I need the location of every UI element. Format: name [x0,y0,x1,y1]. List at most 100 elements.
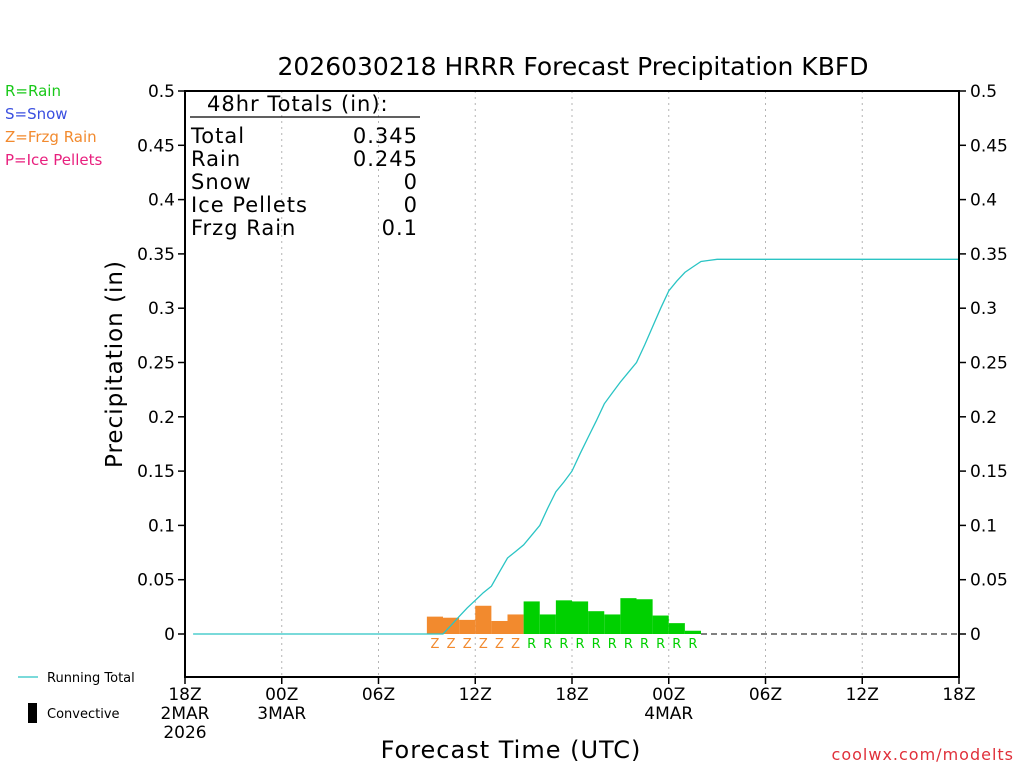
y-tick-label-right: 0.15 [970,462,1008,482]
y-tick-label-right: 0.3 [970,299,997,319]
hourly-bar [539,614,556,634]
totals-box: 48hr Totals (in): Total 0.345 Rain 0.245 Sno… [190,92,420,240]
hourly-bar [572,601,589,634]
totals-row-label: Ice Pellets [191,193,308,217]
y-axis-label: Precipitation (in) [102,260,128,468]
footer-legend: Running Total Convective [18,671,135,723]
legend-item: S=Snow [5,105,68,123]
totals-row-label: Snow [191,170,252,194]
x-tick-date: 4MAR [644,704,693,724]
hourly-bar [459,619,476,634]
precip-type-marker: R [576,637,585,652]
running-total-label: Running Total [47,671,135,686]
precip-type-marker: Z [495,637,504,652]
precip-type-marker: R [608,637,617,652]
y-tick-label-left: 0.15 [137,462,175,482]
totals-row-label: Frzg Rain [191,216,296,240]
y-tick-label-right: 0 [970,625,981,645]
y-tick-label-left: 0.45 [137,136,175,156]
y-axis-ticks: 0 0 0.05 0.05 0.1 0.1 0.15 0.15 0.2 0.2 0.25 0.25 0.… [137,82,1008,645]
precip-type-marker: Z [430,637,439,652]
running-total-line [193,258,959,635]
y-tick-label-left: 0.25 [137,354,175,374]
totals-row-value: 0 [404,170,418,194]
hourly-bar [636,599,653,634]
totals-row-label: Total [190,124,245,148]
precip-type-marker: R [559,637,568,652]
totals-row-value: 0.245 [353,147,418,171]
hourly-bar [491,620,508,634]
x-tick-label: 00Z [265,685,298,705]
chart-title: 2026030218 HRRR Forecast Precipitation K… [278,52,869,81]
grid-lines [281,91,863,677]
x-tick-label: 12Z [846,685,879,705]
precip-type-marker: Z [447,637,456,652]
hourly-bar [475,605,492,634]
x-tick-label: 00Z [652,685,685,705]
legend-item: P=Ice Pellets [5,151,102,169]
precip-type-marker: Z [479,637,488,652]
precip-type-marker: R [688,637,697,652]
y-tick-label-right: 0.4 [970,191,997,211]
y-tick-label-left: 0 [164,625,175,645]
hourly-bar [652,615,669,634]
hourly-bar [588,611,605,634]
hourly-bar [668,623,685,634]
precip-type-marker: R [543,637,552,652]
hourly-bar [523,601,540,634]
x-tick-year: 2026 [163,723,206,743]
y-tick-label-right: 0.25 [970,354,1008,374]
y-tick-label-left: 0.3 [148,299,175,319]
y-tick-label-left: 0.5 [148,82,175,102]
legend-item: Z=Frzg Rain [5,128,97,146]
y-tick-label-right: 0.35 [970,245,1008,265]
convective-swatch [28,703,37,723]
y-tick-label-right: 0.05 [970,571,1008,591]
totals-heading: 48hr Totals (in): [207,92,389,116]
precip-type-marker: R [624,637,633,652]
credit-text: coolwx.com/modelts [832,745,1014,764]
x-axis-label: Forecast Time (UTC) [381,736,642,764]
hourly-bar [555,600,572,634]
totals-row-value: 0.1 [382,216,418,240]
precip-type-legend: R=Rain S=Snow Z=Frzg Rain P=Ice Pellets [5,82,102,169]
x-tick-label: 18Z [168,685,201,705]
y-tick-label-left: 0.4 [148,191,175,211]
x-tick-label: 06Z [749,685,782,705]
convective-label: Convective [47,707,120,722]
y-tick-label-left: 0.2 [148,408,175,428]
x-tick-label: 18Z [942,685,975,705]
y-tick-label-left: 0.1 [148,516,175,536]
hourly-bar [426,616,443,634]
totals-row-value: 0.345 [353,124,418,148]
totals-row-label: Rain [191,147,241,171]
precip-type-marker: R [656,637,665,652]
hourly-bar [620,598,637,634]
precip-type-marker: Z [511,637,520,652]
hourly-bar [604,614,621,634]
hourly-bar [684,630,701,634]
y-tick-label-left: 0.35 [137,245,175,265]
y-tick-label-right: 0.5 [970,82,997,102]
precip-type-marker: R [640,637,649,652]
precip-type-marker: Z [463,637,472,652]
x-tick-date: 3MAR [257,704,306,724]
precip-type-marker: R [592,637,601,652]
precip-type-marker: R [527,637,536,652]
y-tick-label-right: 0.2 [970,408,997,428]
precip-type-marker: R [672,637,681,652]
hourly-bars [426,598,701,634]
y-tick-label-left: 0.05 [137,571,175,591]
x-tick-label: 12Z [459,685,492,705]
x-tick-label: 18Z [555,685,588,705]
legend-item: R=Rain [5,82,61,100]
x-tick-label: 06Z [362,685,395,705]
y-tick-label-right: 0.45 [970,136,1008,156]
hourly-bar [507,614,524,634]
x-tick-date: 2MAR [161,704,210,724]
totals-rows: Total 0.345 Rain 0.245 Snow 0 Ice Pellets 0 Frzg… [190,124,418,240]
y-tick-label-right: 0.1 [970,516,997,536]
